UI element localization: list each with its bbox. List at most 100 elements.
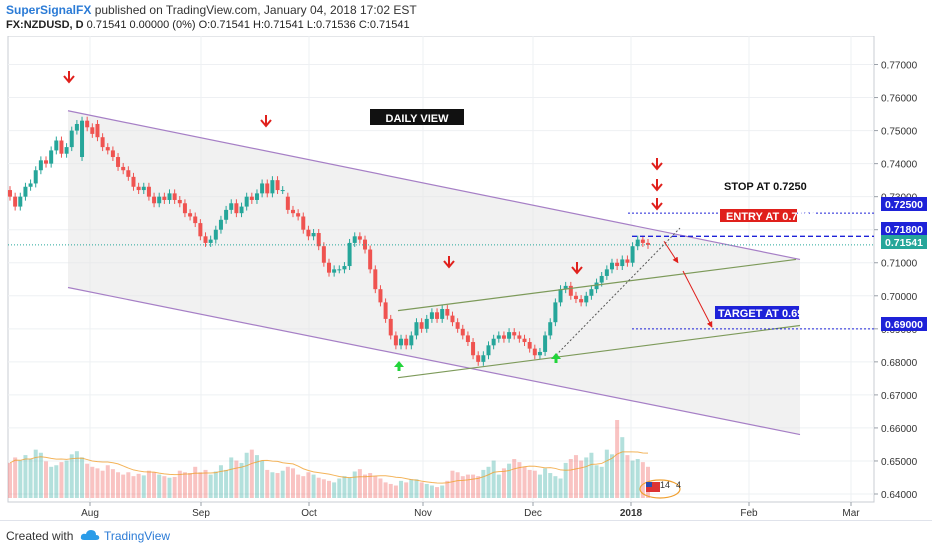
volume-bar (573, 455, 578, 498)
volume-bar (249, 449, 254, 498)
volume-bar (290, 468, 295, 498)
candle-body (54, 140, 59, 151)
time-axis[interactable]: Aug Sep Oct Nov Dec 2018 Feb Mar (81, 502, 860, 519)
stop-label: STOP AT 0.7250 (724, 181, 807, 193)
volume-bar (198, 472, 203, 498)
buy-arrow-stem (554, 359, 558, 363)
candle-body (100, 137, 105, 148)
volume-bar (38, 452, 43, 498)
volume-bar (213, 471, 218, 498)
candle-body (327, 262, 331, 273)
candle-body (239, 206, 244, 214)
candle-body (646, 242, 650, 245)
volume-bar (218, 465, 223, 498)
candle-body (301, 216, 306, 230)
candle-body (224, 209, 229, 220)
volume-bar (352, 471, 357, 498)
candle-body (476, 355, 481, 362)
volume-bar (13, 457, 18, 498)
candle-body (193, 216, 198, 224)
candle-body (121, 166, 126, 171)
buy-arrow-stem (397, 367, 401, 371)
volume-bar (244, 452, 249, 498)
volume-bar (579, 460, 584, 498)
footer: Created with TradingView (0, 520, 932, 551)
candle-body (95, 123, 100, 138)
candle-body (59, 140, 64, 154)
volume-bar (131, 476, 136, 498)
volume-bar (507, 463, 512, 498)
candle-body (229, 203, 234, 210)
volume-bar (501, 468, 506, 498)
candle-body (280, 190, 285, 192)
volume-bar (18, 460, 23, 498)
volume-bar (455, 472, 460, 498)
candle-body (172, 193, 177, 200)
price-chart[interactable]: 0.770000.760000.750000.740000.730000.720… (0, 36, 932, 520)
tradingview-cloud-icon (80, 530, 100, 540)
price-tick-label: 0.64000 (881, 490, 918, 501)
entry-price-tag (881, 222, 927, 236)
volume-bar (496, 474, 501, 498)
candle-body (383, 302, 388, 319)
candle-body (517, 335, 522, 339)
flag-canton (646, 482, 652, 487)
volume-bar (239, 462, 244, 498)
candle-body (640, 239, 645, 243)
ohlc-quote: 0.71541 0.00000 (0%) O:0.71541 H:0.71541… (86, 19, 410, 31)
price-axis[interactable]: 0.770000.760000.750000.740000.730000.720… (874, 61, 918, 501)
candle-body (409, 335, 414, 346)
candle-body (33, 170, 38, 184)
volume-bar (543, 468, 548, 498)
candle-body (496, 335, 501, 339)
volume-bar (280, 470, 285, 498)
volume-bar (388, 483, 393, 498)
candle-body (584, 295, 589, 303)
volume-bar (357, 469, 362, 498)
volume-bar (342, 476, 347, 498)
volume-bar (44, 461, 49, 498)
event-badge[interactable]: 14 4 (639, 479, 681, 499)
volume-bar (321, 479, 326, 498)
volume-bar (620, 437, 625, 498)
volume-bar (609, 454, 614, 498)
volume-bar (368, 473, 373, 498)
candle-body (543, 335, 548, 352)
volume-bar (435, 487, 440, 498)
volume-bar (54, 465, 59, 498)
volume-bar (311, 474, 316, 498)
candle-body (527, 342, 532, 349)
candle-body (146, 186, 151, 197)
candle-body (404, 338, 409, 346)
plot-frame (7, 36, 875, 503)
candle-body (136, 186, 141, 191)
time-tick-label: Dec (524, 508, 542, 519)
candle-body (604, 269, 609, 276)
candle-body (8, 190, 12, 197)
projection-arrow-2 (682, 270, 713, 328)
tradingview-link[interactable]: TradingView (104, 529, 171, 543)
volume-bar (337, 478, 342, 498)
candle-body (347, 242, 352, 267)
candle-body (90, 127, 95, 134)
volume-bar (182, 472, 187, 498)
candle-body (188, 213, 193, 217)
candle-body (290, 209, 295, 214)
badge-count-2: 4 (676, 480, 681, 490)
volume-bar (512, 459, 517, 498)
volume-bar (347, 477, 352, 498)
sell-arrow-icon (443, 256, 455, 269)
candle-body (208, 239, 213, 243)
candle-body (435, 312, 440, 319)
volume-bar (80, 457, 85, 498)
author-link[interactable]: SuperSignalFX (6, 3, 92, 17)
volume-bar (260, 460, 265, 498)
volume-bar (522, 466, 527, 498)
volume-bar (188, 473, 193, 498)
volume-bar (162, 476, 167, 498)
volume-bar (393, 485, 398, 498)
daily-view-box (370, 109, 464, 125)
wedge-lower-line (397, 324, 801, 379)
stop-price-text: 0.72500 (885, 199, 923, 211)
candle-body (563, 285, 568, 290)
